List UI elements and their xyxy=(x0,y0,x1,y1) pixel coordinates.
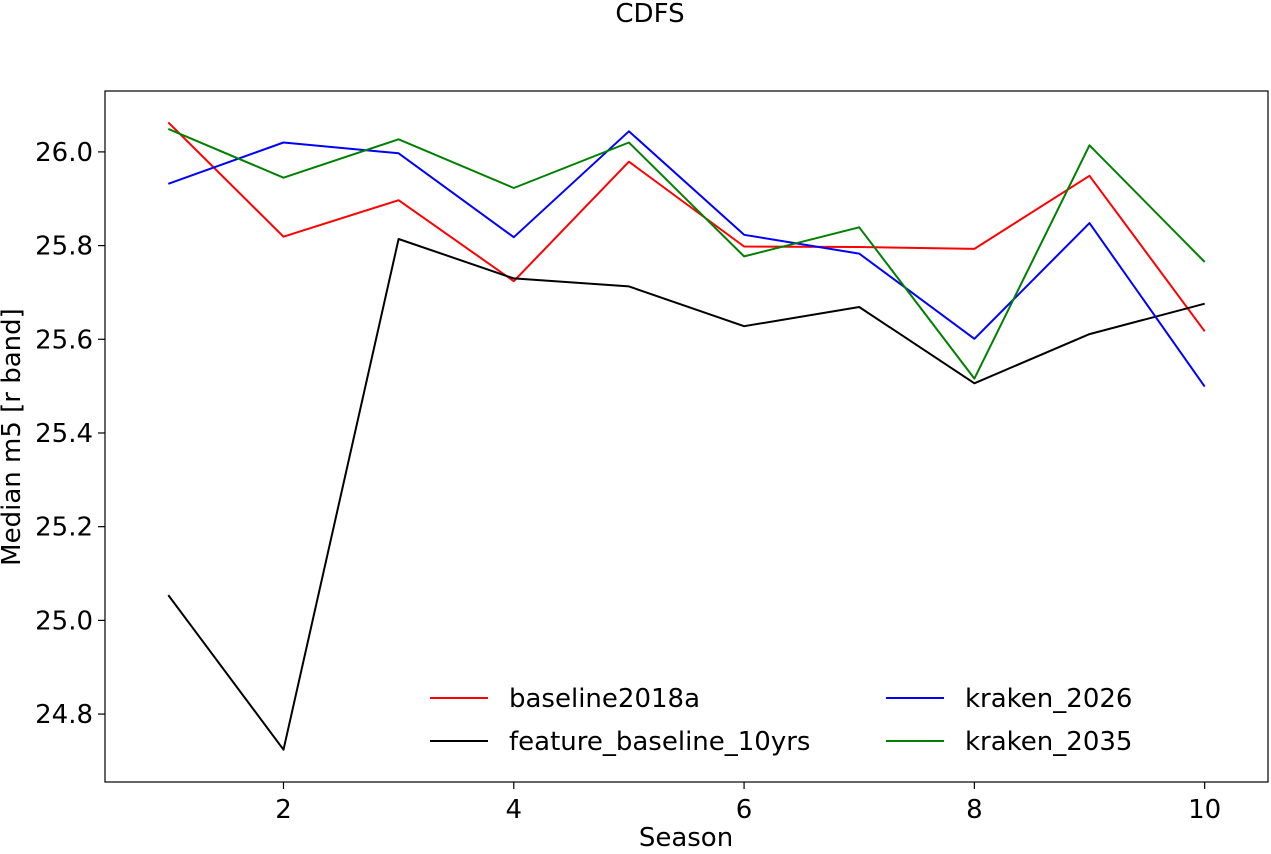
x-tick-label: 10 xyxy=(1188,795,1221,825)
legend-label-feature_baseline_10yrs: feature_baseline_10yrs xyxy=(509,727,810,757)
x-tick-label: 4 xyxy=(506,795,523,825)
y-tick-label: 25.2 xyxy=(35,513,93,543)
series-line-baseline2018a xyxy=(167,121,1206,332)
plot-area xyxy=(167,121,1206,751)
x-tick-label: 6 xyxy=(736,795,753,825)
y-tick-label: 25.0 xyxy=(35,606,93,636)
x-axis-label: Season xyxy=(639,823,733,853)
chart-title: CDFS xyxy=(615,0,684,29)
series-line-feature_baseline_10yrs xyxy=(167,238,1205,751)
legend: baseline2018a feature_baseline_10yrs krake… xyxy=(430,684,1132,757)
y-tick-label: 24.8 xyxy=(35,700,93,730)
x-axis: 2 4 6 8 10 xyxy=(275,782,1221,825)
y-tick-label: 26.0 xyxy=(35,138,93,168)
y-axis: 24.8 25.0 25.2 25.4 25.6 25.8 26.0 xyxy=(35,138,105,730)
series-line-kraken_2026 xyxy=(167,130,1206,388)
legend-label-kraken_2026: kraken_2026 xyxy=(965,684,1132,714)
series-line-kraken_2035 xyxy=(167,127,1206,380)
y-axis-label: Median m5 [r band] xyxy=(0,308,27,566)
legend-label-kraken_2035: kraken_2035 xyxy=(965,727,1132,757)
plot-frame xyxy=(104,90,1269,783)
x-tick-label: 8 xyxy=(966,795,983,825)
y-tick-label: 25.8 xyxy=(35,232,93,262)
y-tick-label: 25.6 xyxy=(35,325,93,355)
legend-label-baseline2018a: baseline2018a xyxy=(509,684,700,714)
x-tick-label: 2 xyxy=(275,795,292,825)
y-tick-label: 25.4 xyxy=(35,419,93,449)
